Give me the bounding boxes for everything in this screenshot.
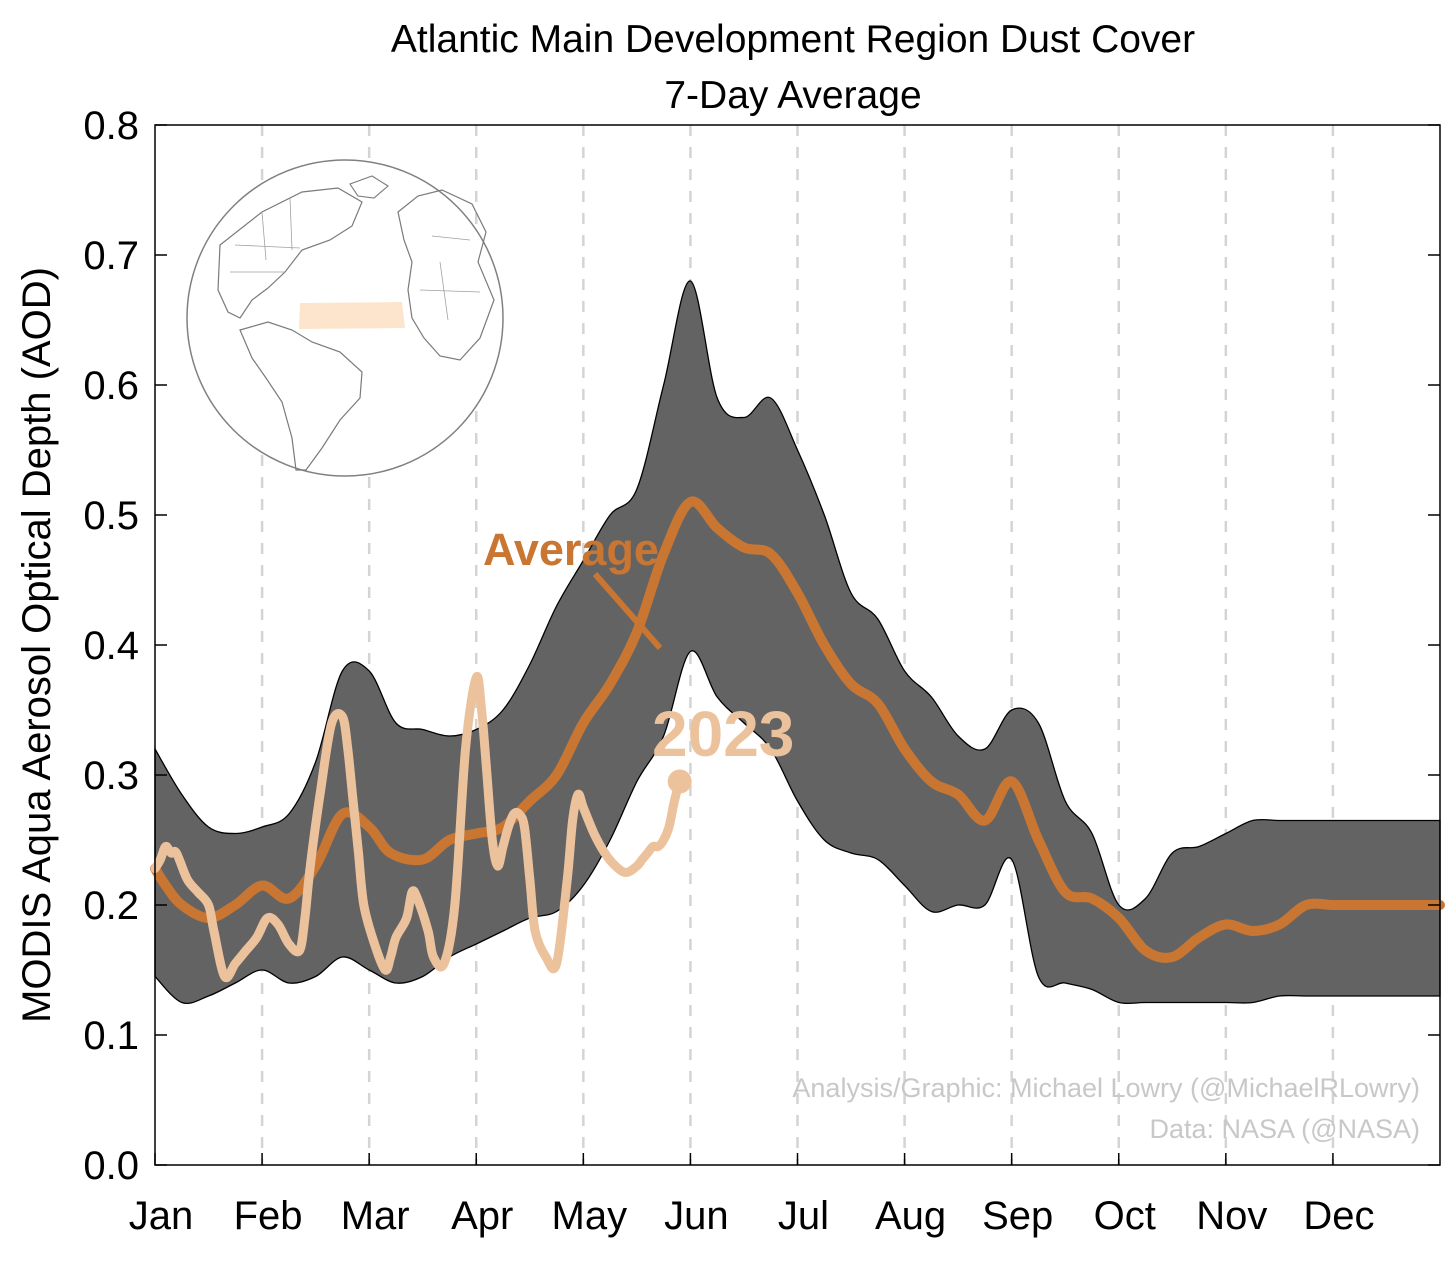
x-tick-label-sep: Sep <box>982 1194 1053 1238</box>
average-pointer-line <box>592 572 663 650</box>
annotations: Average 2023 Analysis/Graphic: Michael L… <box>483 524 1420 1144</box>
y-tick-label: 0.6 <box>83 364 139 408</box>
y-axis-label: MODIS Aqua Aerosol Optical Depth (AOD) <box>15 267 59 1023</box>
average-label: Average <box>483 524 659 575</box>
x-tick-label-apr: Apr <box>451 1194 513 1238</box>
x-tick-label-nov: Nov <box>1196 1194 1267 1238</box>
series-2023-line <box>150 671 685 983</box>
y-tick-label: 0.5 <box>83 494 139 538</box>
y-tick-label: 0.1 <box>83 1014 139 1058</box>
y-tick-label: 0.3 <box>83 754 139 798</box>
x-axis: Jan Feb Mar Apr May Jun Jul Aug Sep Oct Nov Dec <box>129 1153 1374 1238</box>
y-tick-label: 0.7 <box>83 234 139 278</box>
y-tick-label: 0.8 <box>83 104 139 148</box>
chart-title-block: Atlantic Main Development Region Dust Co… <box>391 18 1195 117</box>
main-development-region <box>299 302 405 329</box>
x-tick-label-aug: Aug <box>875 1194 946 1238</box>
x-tick-label-jul: Jul <box>778 1194 829 1238</box>
y-tick-label: 0.0 <box>83 1144 139 1188</box>
x-tick-label-jan: Jan <box>129 1194 194 1238</box>
series-2023-endpoint <box>667 769 692 794</box>
x-tick-label-mar: Mar <box>341 1194 410 1238</box>
globe-map-icon <box>186 159 504 477</box>
y-tick-label: 0.4 <box>83 624 139 668</box>
year-label: 2023 <box>652 698 794 770</box>
range-band <box>154 280 1441 1005</box>
x-tick-label-feb: Feb <box>234 1194 303 1238</box>
chart-subtitle: 7-Day Average <box>664 74 921 117</box>
y-tick-label: 0.2 <box>83 884 139 928</box>
range-band-layer <box>154 280 1441 1005</box>
chart-title: Atlantic Main Development Region Dust Co… <box>391 18 1195 61</box>
x-tick-label-oct: Oct <box>1094 1194 1156 1238</box>
series-average-line <box>150 496 1445 963</box>
x-tick-label-dec: Dec <box>1303 1194 1374 1238</box>
x-tick-label-jun: Jun <box>664 1194 729 1238</box>
series-layer <box>150 496 1445 983</box>
credit-analysis: Analysis/Graphic: Michael Lowry (@Michae… <box>792 1073 1420 1103</box>
credit-data: Data: NASA (@NASA) <box>1150 1114 1421 1144</box>
x-tick-label-may: May <box>552 1194 628 1238</box>
y-axis: 0.0 0.1 0.2 0.3 0.4 0.5 0.6 0.7 0.8 <box>83 104 1440 1188</box>
